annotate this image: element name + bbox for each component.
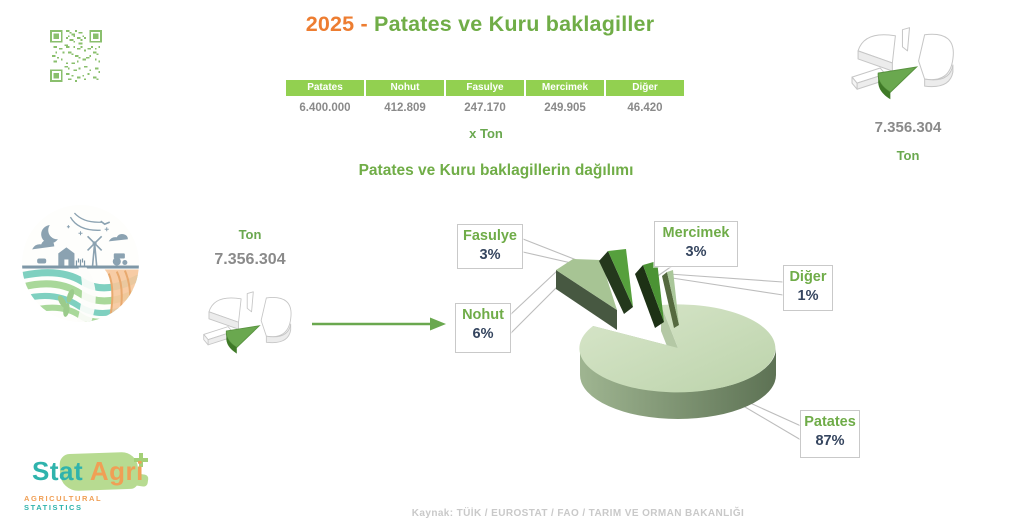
brand-subtitle: AGRICULTURAL STATISTICS <box>24 494 164 512</box>
callout-fasulye-pct: 3% <box>479 247 501 263</box>
brand-agri: Agri <box>89 456 144 486</box>
brand-stat: Stat <box>32 456 84 486</box>
callout-fasulye-label: Fasulye <box>463 228 517 244</box>
title-text: Patates ve Kuru baklagiller <box>374 12 655 36</box>
summary-table: Patates Nohut Fasulye Mercimek Diğer 6.4… <box>286 80 686 114</box>
callout-diger-label: Diğer <box>789 269 827 285</box>
callout-nohut: Nohut 6% <box>455 303 511 353</box>
table-header-diger: Diğer <box>606 80 684 96</box>
farm-logo <box>22 205 139 322</box>
patates-slice-rim <box>580 348 776 419</box>
total-right-value: 7.356.304 <box>874 119 942 136</box>
table-header-nohut: Nohut <box>366 80 444 96</box>
mercimek-slice-side <box>635 265 664 328</box>
pie-chart-graphic <box>509 238 802 441</box>
section-title: Patates ve Kuru baklagillerin dağılımı <box>358 162 634 179</box>
diger-slice <box>667 270 679 325</box>
mercimek-slice <box>643 261 664 322</box>
nohut-slice <box>556 259 617 310</box>
callout-mercimek-pct: 3% <box>685 244 707 260</box>
table-value-fasulye: 247.170 <box>464 102 506 114</box>
callout-patates: Patates 87% <box>800 410 860 458</box>
statagri-logo: Stat Agri AGRICULTURAL STATISTICS <box>24 451 164 512</box>
callout-diger-pct: 1% <box>797 288 819 304</box>
table-header-patates: Patates <box>286 80 364 96</box>
fasulye-slice <box>608 249 633 307</box>
table-header-row: Patates Nohut Fasulye Mercimek Diğer <box>286 80 686 96</box>
title-year: 2025 <box>305 12 355 36</box>
total-left-value: 7.356.304 <box>214 251 286 268</box>
source-caption: Kaynak: TÜİK / EUROSTAT / FAO / TARIM VE… <box>411 508 745 519</box>
page-title: 2025 - Patates ve Kuru baklagiller <box>200 12 760 37</box>
pie-chart: Fasulye 3% Mercimek 3% Diğer 1% Nohut 6%… <box>440 218 890 482</box>
callout-fasulye: Fasulye 3% <box>457 224 523 269</box>
table-header-mercimek: Mercimek <box>526 80 604 96</box>
callout-mercimek: Mercimek 3% <box>654 221 738 267</box>
table-value-row: 6.400.000 412.809 247.170 249.905 46.420 <box>286 96 686 114</box>
horizontal-dashed-divider <box>182 53 644 59</box>
table-value-mercimek: 249.905 <box>544 102 586 114</box>
plus-icon-bar <box>134 458 148 462</box>
qr-code-icon <box>50 30 102 82</box>
pie-chart-icon <box>851 27 954 100</box>
brand-subtitle-left: AGRICULTURAL <box>24 494 103 503</box>
diger-slice-side <box>662 272 679 328</box>
callout-nohut-pct: 6% <box>472 326 494 342</box>
arrow-right-icon <box>312 317 446 331</box>
table-value-nohut: 412.809 <box>384 102 426 114</box>
pie-chart-icon-small <box>203 291 292 354</box>
table-value-diger: 46.420 <box>627 102 663 114</box>
fasulye-slice-side <box>599 251 633 314</box>
callout-patates-label: Patates <box>804 414 856 430</box>
callout-nohut-label: Nohut <box>462 307 504 323</box>
unit-note: x Ton <box>469 126 503 141</box>
brand-wordmark: Stat Agri <box>32 456 144 487</box>
title-separator: - <box>354 12 375 36</box>
table-header-fasulye: Fasulye <box>446 80 524 96</box>
vertical-dashed-divider <box>150 86 166 452</box>
callout-diger: Diğer 1% <box>783 265 833 311</box>
total-left-unit: Ton <box>238 227 262 242</box>
callout-patates-pct: 87% <box>815 433 845 449</box>
nohut-slice-side <box>556 270 617 330</box>
brand-subtitle-right: STATISTICS <box>24 503 83 512</box>
total-right-unit: Ton <box>896 148 920 163</box>
patates-slice <box>579 304 776 393</box>
callout-mercimek-label: Mercimek <box>662 225 730 241</box>
table-value-patates: 6.400.000 <box>299 102 351 114</box>
